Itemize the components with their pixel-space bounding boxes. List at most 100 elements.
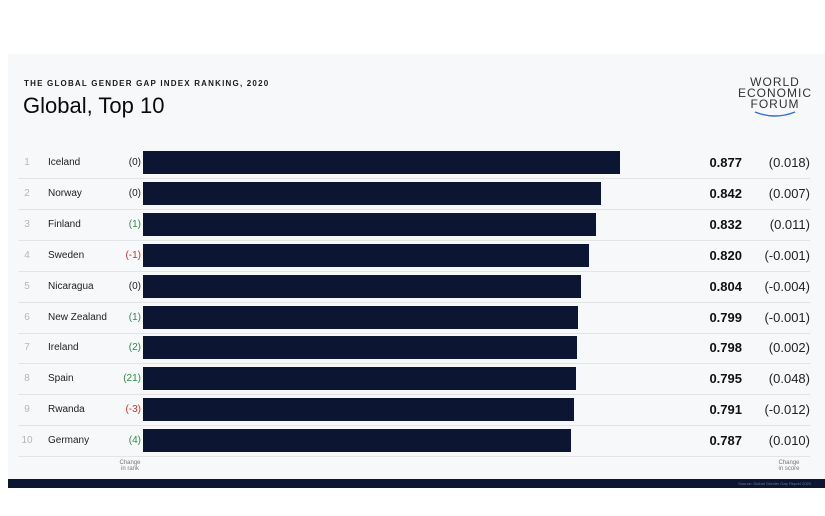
score-change: (-0.001): [764, 247, 810, 263]
chart-row: 5 Nicaragua (0) 0.804 (-0.004): [18, 272, 810, 303]
row-divider: [18, 178, 810, 179]
score-bar: [143, 429, 572, 453]
bar-track: [143, 367, 633, 391]
chart-row: 4 Sweden (-1) 0.820 (-0.001): [18, 241, 810, 272]
bar-track: [143, 429, 633, 453]
bar-track: [143, 305, 633, 329]
chart-row: 7 Ireland (2) 0.798 (0.002): [18, 333, 810, 365]
score-change: (0.018): [768, 155, 810, 170]
score-value: 0.877: [709, 155, 742, 170]
score-change: (0.010): [768, 433, 810, 449]
score-change-caption-line-1: Change: [778, 460, 800, 466]
score-bar: [143, 212, 596, 236]
bar-track: [143, 336, 633, 360]
rank-change: (1): [128, 311, 141, 323]
score-change: (-0.001): [764, 309, 810, 325]
rank-number: 2: [24, 187, 30, 199]
chart-row: 9 Rwanda (-3) 0.791 (-0.012): [18, 395, 810, 427]
logo-line-2: ECONOMIC: [738, 86, 812, 100]
score-value: 0.791: [709, 402, 742, 418]
rank-number: 1: [24, 157, 30, 168]
country-label: Rwanda: [48, 404, 85, 416]
score-bar: [143, 305, 578, 329]
score-bar: [143, 181, 602, 205]
chart-row: 10 Germany (4) 0.787 (0.010): [18, 426, 810, 458]
score-change: (-0.012): [764, 402, 810, 418]
bar-track: [143, 181, 633, 205]
rank-number: 6: [24, 311, 30, 323]
rank-change-caption-line-1: Change: [119, 460, 141, 466]
bottom-strip: [8, 479, 825, 488]
logo-line-1: WORLD: [750, 75, 800, 89]
row-divider: [18, 270, 810, 272]
country-label: Spain: [48, 373, 74, 385]
wef-logo: WORLD ECONOMIC FORUM: [732, 75, 818, 118]
chart-row: 3 Finland (1) 0.832 (0.011): [18, 210, 810, 241]
country-label: Sweden: [48, 249, 85, 261]
score-value: 0.787: [709, 433, 742, 449]
logo-line-3: FORUM: [750, 97, 800, 111]
rank-change: (-3): [125, 404, 141, 416]
score-bar: [143, 336, 578, 360]
rank-change: (4): [128, 435, 141, 447]
rank-number: 9: [24, 404, 30, 416]
score-change: (0.048): [768, 371, 810, 387]
rank-number: 10: [21, 435, 33, 447]
rank-change: (0): [128, 187, 141, 199]
bar-track: [143, 212, 633, 236]
rank-number: 4: [24, 249, 30, 261]
rank-number: 5: [24, 280, 30, 292]
bar-track: [143, 151, 633, 174]
score-value: 0.798: [709, 340, 742, 356]
country-label: Iceland: [48, 157, 81, 168]
rank-number: 3: [24, 218, 30, 230]
country-label: New Zealand: [48, 311, 107, 323]
bar-track: [143, 274, 633, 298]
chart-row: 6 New Zealand (1) 0.799 (-0.001): [18, 303, 810, 334]
row-divider: [18, 301, 810, 303]
score-value: 0.832: [709, 216, 742, 232]
row-divider: [18, 425, 810, 427]
country-label: Germany: [48, 435, 90, 447]
rank-change: (21): [123, 373, 141, 385]
country-label: Nicaragua: [48, 280, 94, 292]
rank-change: (2): [128, 342, 141, 354]
score-value: 0.804: [709, 278, 742, 294]
bar-track: [143, 243, 633, 267]
rank-number: 7: [24, 342, 30, 354]
rank-change: (1): [128, 218, 141, 230]
score-change: (0.002): [768, 340, 810, 356]
score-bar: [143, 274, 581, 298]
rank-change-caption-line-2: in rank: [120, 466, 139, 472]
rank-change: (-1): [125, 249, 141, 261]
score-change-caption-line-2: in score: [778, 466, 800, 472]
chart-row: 8 Spain (21) 0.795 (0.048): [18, 364, 810, 396]
chart-row: 1 Iceland (0) 0.877 (0.018): [18, 148, 810, 179]
rank-number: 8: [24, 373, 30, 385]
logo-swoosh-icon: [754, 111, 796, 117]
rank-change-caption: Change in rank: [105, 460, 155, 472]
country-label: Ireland: [48, 342, 79, 354]
score-value: 0.799: [709, 309, 742, 325]
chart-title: Global, Top 10: [23, 93, 165, 118]
score-value: 0.795: [709, 371, 742, 387]
score-bar: [143, 243, 590, 267]
score-change: (0.011): [769, 216, 810, 232]
score-bar: [143, 398, 574, 422]
rank-change: (0): [128, 280, 141, 292]
row-divider: [18, 394, 810, 396]
country-label: Norway: [48, 187, 82, 199]
score-bar: [143, 151, 621, 174]
row-divider: [18, 363, 810, 365]
score-value: 0.820: [709, 247, 742, 263]
chart-eyebrow: THE GLOBAL GENDER GAP INDEX RANKING, 202…: [24, 79, 270, 88]
score-bar: [143, 367, 576, 391]
score-change: (-0.004): [764, 278, 810, 294]
score-value: 0.842: [709, 185, 742, 201]
country-label: Finland: [48, 218, 81, 230]
rank-change: (0): [128, 157, 141, 168]
bar-track: [143, 398, 633, 422]
source-note: Source: Global Gender Gap Report 2020: [738, 481, 811, 486]
row-divider: [18, 239, 810, 241]
row-divider: [18, 456, 810, 458]
